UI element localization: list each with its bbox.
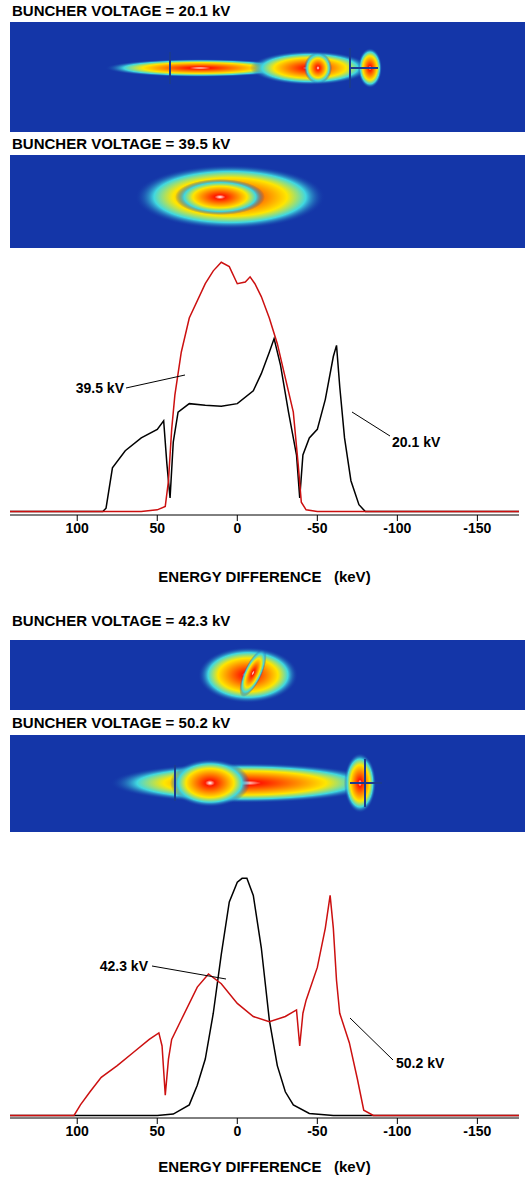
svg-text:-50: -50 xyxy=(307,1123,327,1139)
svg-text:39.5 kV: 39.5 kV xyxy=(76,380,125,396)
svg-text:100: 100 xyxy=(66,520,90,536)
html-text:BUNCHER VOLTAGE = 42.3 kV: BUNCHER VOLTAGE = 42.3 kV xyxy=(12,612,231,629)
html-text:ENERGY DIFFERENCE (keV): ENERGY DIFFERENCE (keV) xyxy=(158,1158,371,1175)
svg-text:50: 50 xyxy=(149,1123,165,1139)
html-text:BUNCHER VOLTAGE = 50.2 kV: BUNCHER VOLTAGE = 50.2 kV xyxy=(12,714,231,731)
svg-text:-100: -100 xyxy=(383,520,411,536)
svg-text:100: 100 xyxy=(66,1123,90,1139)
svg-text:0: 0 xyxy=(233,520,241,536)
svg-text:42.3 kV: 42.3 kV xyxy=(100,958,149,974)
svg-text:-50: -50 xyxy=(307,520,327,536)
svg-text:50.2 kV: 50.2 kV xyxy=(396,1055,445,1071)
svg-text:-100: -100 xyxy=(383,1123,411,1139)
svg-text:50: 50 xyxy=(149,520,165,536)
html-text:BUNCHER VOLTAGE = 20.1 kV: BUNCHER VOLTAGE = 20.1 kV xyxy=(12,2,231,19)
html-text:ENERGY DIFFERENCE (keV): ENERGY DIFFERENCE (keV) xyxy=(158,568,371,585)
html-text:BUNCHER VOLTAGE = 39.5 kV: BUNCHER VOLTAGE = 39.5 kV xyxy=(12,135,231,152)
svg-text:-150: -150 xyxy=(463,1123,491,1139)
svg-text:0: 0 xyxy=(233,1123,241,1139)
svg-text:20.1 kV: 20.1 kV xyxy=(392,434,441,450)
svg-text:-150: -150 xyxy=(463,520,491,536)
